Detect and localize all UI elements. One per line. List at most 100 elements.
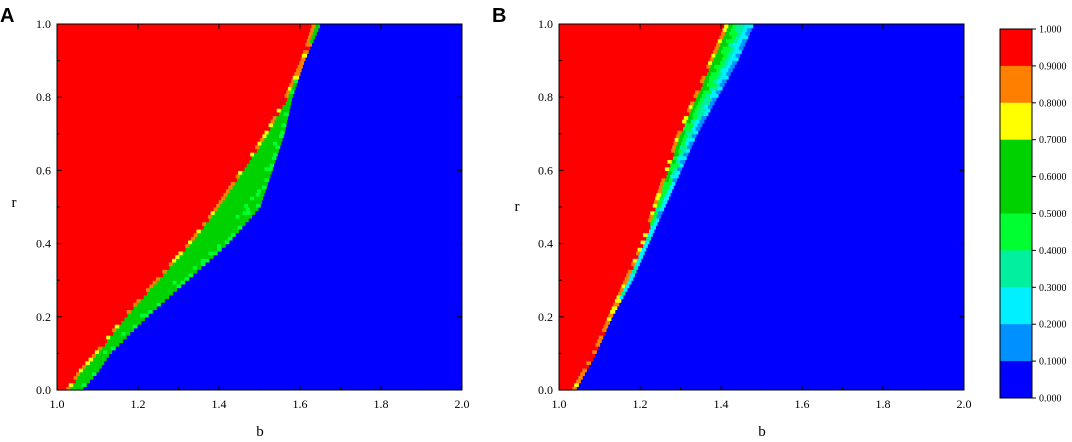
heatmap-cell-high xyxy=(57,316,121,322)
heatmap-cell xyxy=(234,210,240,215)
colorbar-band xyxy=(1000,29,1032,67)
heatmap-cell xyxy=(235,214,241,219)
heatmap-cell-high xyxy=(559,338,598,344)
heatmap-cell-high xyxy=(559,305,612,311)
colorbar-label: 0.4000 xyxy=(1039,246,1067,257)
panel-b: B 1.0 1.2 1.4 1.6 1.8 2.0 0.0 0.2 0.4 0.6 0.81.0 … xyxy=(492,5,972,440)
heatmap-cell xyxy=(169,265,174,270)
heatmap-cell xyxy=(90,368,96,373)
heatmap-cell xyxy=(168,283,174,289)
colorbar-label: 0.9000 xyxy=(1039,61,1067,72)
heatmap-cell xyxy=(721,49,726,54)
colorbar-label: 0.3000 xyxy=(1039,283,1067,294)
heatmap-cell xyxy=(700,104,705,109)
heatmap-cell xyxy=(621,283,626,289)
heatmap-cell xyxy=(237,225,243,230)
heatmap-cell xyxy=(82,368,88,373)
heatmap-cell xyxy=(733,49,738,54)
heatmap-cell xyxy=(178,250,184,256)
heatmap-cell xyxy=(132,324,138,329)
heatmap-cell xyxy=(189,265,194,270)
heatmap-cell xyxy=(73,382,79,387)
heatmap-cell xyxy=(300,56,306,62)
heatmap-cell-high xyxy=(57,111,275,117)
heatmap-cell-high xyxy=(57,375,74,380)
heatmap-cell xyxy=(188,243,194,248)
heatmap-cell xyxy=(261,148,267,153)
heatmap-cell xyxy=(176,283,182,289)
y-tick-label: 0.8 xyxy=(538,90,553,104)
x-tick-label: 1.2 xyxy=(131,397,146,411)
heatmap-cell xyxy=(213,243,218,248)
heatmap-cell xyxy=(233,196,239,201)
heatmap-cell xyxy=(272,130,277,135)
heatmap-cell xyxy=(678,148,683,153)
heatmap-cell xyxy=(172,258,177,263)
heatmap-cell xyxy=(681,130,687,135)
heatmap-cell-high xyxy=(57,357,89,362)
heatmap-cell xyxy=(311,34,316,40)
heatmap-cell xyxy=(611,305,618,311)
heatmap-cell xyxy=(140,298,145,303)
heatmap-cell xyxy=(229,196,235,201)
heatmap-cell xyxy=(684,122,690,128)
heatmap-cell-high xyxy=(57,133,263,139)
heatmap-cell xyxy=(725,31,730,36)
heatmap-cell xyxy=(291,86,296,91)
heatmap-cell-high xyxy=(559,126,679,131)
heatmap-cell-high xyxy=(559,97,692,102)
heatmap-cell-high xyxy=(559,67,705,73)
heatmap-cell xyxy=(736,42,742,47)
heatmap-cell-high xyxy=(559,371,581,376)
heatmap-cell-high xyxy=(57,122,269,128)
heatmap-cell xyxy=(640,250,645,256)
heatmap-cell xyxy=(696,111,701,117)
heatmap-cell-high xyxy=(57,174,236,179)
heatmap-cell xyxy=(715,53,720,58)
heatmap-cell xyxy=(227,214,233,219)
heatmap-cell-high xyxy=(57,338,104,344)
heatmap-cell xyxy=(700,111,705,117)
heatmap-cell-high xyxy=(57,353,92,358)
heatmap-cell xyxy=(672,177,678,182)
heatmap-cell xyxy=(227,236,233,241)
heatmap-cell-high xyxy=(57,196,222,201)
heatmap-cell xyxy=(273,126,279,131)
heatmap-cell xyxy=(711,82,717,87)
heatmap-cell xyxy=(188,269,194,274)
heatmap-cell xyxy=(217,221,223,226)
heatmap-cell xyxy=(209,243,214,248)
heatmap-cell xyxy=(121,320,126,325)
heatmap-cell xyxy=(704,104,709,109)
heatmap-cell xyxy=(687,126,692,131)
heatmap-cell xyxy=(254,163,259,168)
heatmap-cell xyxy=(692,111,698,117)
heatmap-cell xyxy=(249,188,254,193)
heatmap-cell xyxy=(287,97,293,102)
heatmap-cell xyxy=(188,272,194,278)
heatmap-cell-high xyxy=(559,111,686,117)
heatmap-cell xyxy=(256,166,261,171)
heatmap-cell xyxy=(203,225,209,230)
heatmap-cell-high xyxy=(559,152,670,157)
heatmap-cell xyxy=(93,364,98,369)
heatmap-cell xyxy=(247,192,253,197)
heatmap-cell xyxy=(572,386,577,391)
heatmap-cell xyxy=(222,232,228,237)
heatmap-cell xyxy=(209,221,215,226)
heatmap-cell xyxy=(709,86,715,91)
heatmap-cell xyxy=(738,27,744,32)
heatmap-cell xyxy=(259,192,265,197)
heatmap-cell xyxy=(197,247,202,252)
heatmap-cell xyxy=(281,126,286,131)
heatmap-cell xyxy=(111,327,117,333)
heatmap-cell xyxy=(205,247,210,252)
heatmap-cell xyxy=(686,108,692,113)
heatmap-cell xyxy=(238,210,244,215)
x-tick-label: 1.6 xyxy=(293,397,308,411)
heatmap-cell xyxy=(307,34,312,40)
heatmap-cell xyxy=(97,364,102,369)
heatmap-cell-high xyxy=(559,60,709,65)
heatmap-cell xyxy=(144,305,150,311)
